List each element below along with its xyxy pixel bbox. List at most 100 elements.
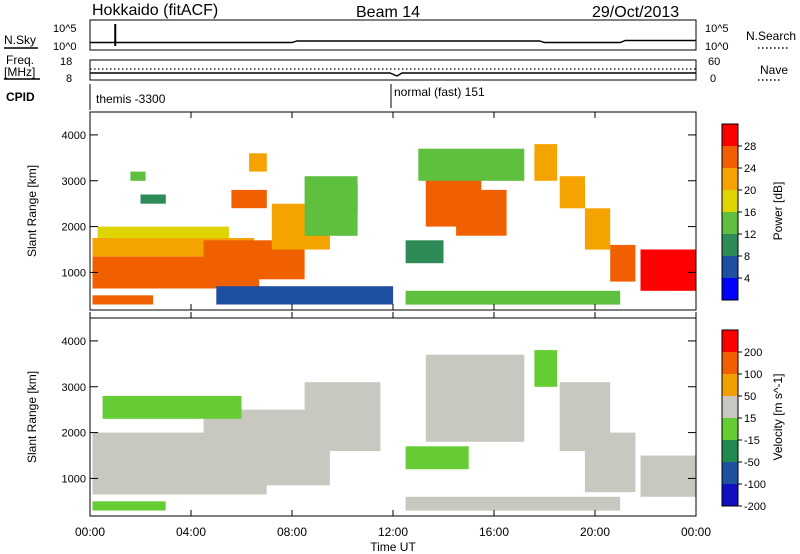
colorbar-tick-label: 8: [744, 251, 750, 263]
station-title: Hokkaido (fitACF): [92, 2, 218, 19]
freq-tick-bottom: 8: [66, 73, 72, 85]
y-tick-label: 1000: [62, 267, 86, 279]
heatmap-region-15: [405, 240, 444, 264]
x-tick-label: 16:00: [479, 525, 509, 539]
freq-trace: [90, 72, 696, 77]
heatmap-region-11: [92, 295, 154, 305]
colorbar-swatch: [722, 352, 738, 374]
colorbar-swatch: [722, 330, 738, 352]
colorbar-tick-label: 28: [744, 141, 756, 153]
time-axis-label: Time UT: [370, 540, 416, 554]
nsearch-tick-top: 10^5: [705, 23, 729, 35]
heatmap-region-6: [317, 185, 358, 213]
power-colorbar: 28 24 20 16 12 8 4: [721, 123, 756, 301]
colorbar-swatch: [722, 212, 738, 234]
heatmap-region-17: [559, 176, 585, 209]
nsky-trace: [90, 24, 696, 46]
cpid-label: CPID: [6, 90, 35, 104]
power-y-ticks: 1000 2000 3000 4000: [62, 130, 696, 279]
x-tick-label: 04:00: [176, 525, 206, 539]
heatmap-region-4: [425, 354, 525, 442]
heatmap-region-11: [92, 501, 166, 511]
colorbar-swatch: [722, 396, 738, 418]
colorbar-tick-label: -200: [744, 501, 766, 513]
y-tick-label: 3000: [62, 382, 86, 394]
y-tick-label: 1000: [62, 473, 86, 485]
colorbar-swatch: [722, 234, 738, 256]
nsky-tick-top: 10^5: [53, 23, 77, 35]
power-colorbar-label: Power [dB]: [771, 182, 785, 241]
colorbar-swatch: [722, 168, 738, 190]
cpid-segment-1: themis -3300: [96, 92, 166, 106]
heatmap-region-6: [534, 350, 558, 387]
velocity-heatmap: [92, 350, 696, 511]
colorbar-swatch: [722, 462, 738, 484]
power-y-axis-label: Slant Range [km]: [25, 165, 39, 257]
freq-unit-label: [MHz]: [4, 65, 35, 79]
y-tick-label: 4000: [62, 130, 86, 142]
colorbar-swatch: [722, 124, 738, 146]
colorbar-swatch: [722, 418, 738, 440]
heatmap-region-2: [97, 226, 229, 239]
time-axis-ticks: 00:00 04:00 08:00 12:00 16:00 20:00 00:00: [75, 112, 711, 539]
nsearch-tick-bottom: 10^0: [705, 41, 729, 53]
cpid-segment-2: normal (fast) 151: [394, 85, 485, 99]
colorbar-tick-label: 15: [744, 413, 756, 425]
colorbar-swatch: [722, 190, 738, 212]
colorbar-tick-label: -15: [744, 435, 760, 447]
nave-tick-bottom: 0: [710, 73, 716, 85]
y-tick-label: 3000: [62, 176, 86, 188]
nsky-panel: [89, 19, 697, 51]
heatmap-region-9: [140, 194, 166, 204]
velocity-y-axis-label: Slant Range [km]: [25, 371, 39, 463]
nsky-line: [90, 39, 696, 44]
colorbar-tick-label: 16: [744, 207, 756, 219]
colorbar-swatch: [722, 146, 738, 168]
colorbar-tick-label: 12: [744, 229, 756, 241]
heatmap-region-19: [610, 244, 636, 282]
heatmap-region-5: [405, 446, 469, 470]
colorbar-tick-label: 4: [744, 273, 750, 285]
colorbar-tick-label: 20: [744, 185, 756, 197]
x-tick-label: 00:00: [75, 525, 105, 539]
beam-title: Beam 14: [356, 4, 420, 21]
heatmap-region-22: [216, 286, 394, 305]
velocity-colorbar-label: Velocity [m s^-1]: [771, 374, 785, 461]
heatmap-region-8: [584, 432, 636, 493]
heatmap-region-21: [405, 290, 621, 305]
heatmap-region-9: [640, 455, 696, 497]
power-heatmap: [92, 144, 696, 305]
freq-tick-top: 18: [60, 56, 72, 68]
freq-label: Freq.: [6, 53, 34, 67]
y-tick-label: 2000: [62, 222, 86, 234]
velocity-y-ticks: 1000 2000 3000 4000: [62, 336, 696, 485]
nave-label: Nave: [760, 63, 788, 77]
nsky-label: N.Sky: [4, 33, 36, 47]
x-tick-label: 20:00: [580, 525, 610, 539]
heatmap-region-10: [130, 171, 146, 181]
colorbar-tick-label: -100: [744, 479, 766, 491]
freq-panel: [89, 59, 697, 81]
heatmap-region-18: [584, 208, 611, 250]
date-title: 29/Oct/2013: [592, 4, 679, 21]
nsky-tick-bottom: 10^0: [53, 41, 77, 53]
nsearch-label: N.Search: [746, 29, 796, 43]
colorbar-swatch: [722, 278, 738, 300]
velocity-colorbar: 200 100 50 15 -15 -50 -100 -200: [721, 329, 766, 513]
x-tick-label: 00:00: [681, 525, 711, 539]
heatmap-region-10: [405, 496, 621, 511]
colorbar-swatch: [722, 484, 738, 506]
heatmap-region-20: [640, 249, 696, 291]
x-tick-label: 12:00: [378, 525, 408, 539]
colorbar-tick-label: 200: [744, 347, 762, 359]
y-tick-label: 4000: [62, 336, 86, 348]
colorbar-swatch: [722, 374, 738, 396]
heatmap-region-2: [304, 382, 381, 451]
heatmap-region-7: [231, 189, 267, 209]
y-tick-label: 2000: [62, 428, 86, 440]
colorbar-tick-label: 50: [744, 391, 756, 403]
colorbar-tick-label: 24: [744, 163, 756, 175]
colorbar-swatch: [722, 440, 738, 462]
heatmap-region-8: [249, 153, 267, 172]
